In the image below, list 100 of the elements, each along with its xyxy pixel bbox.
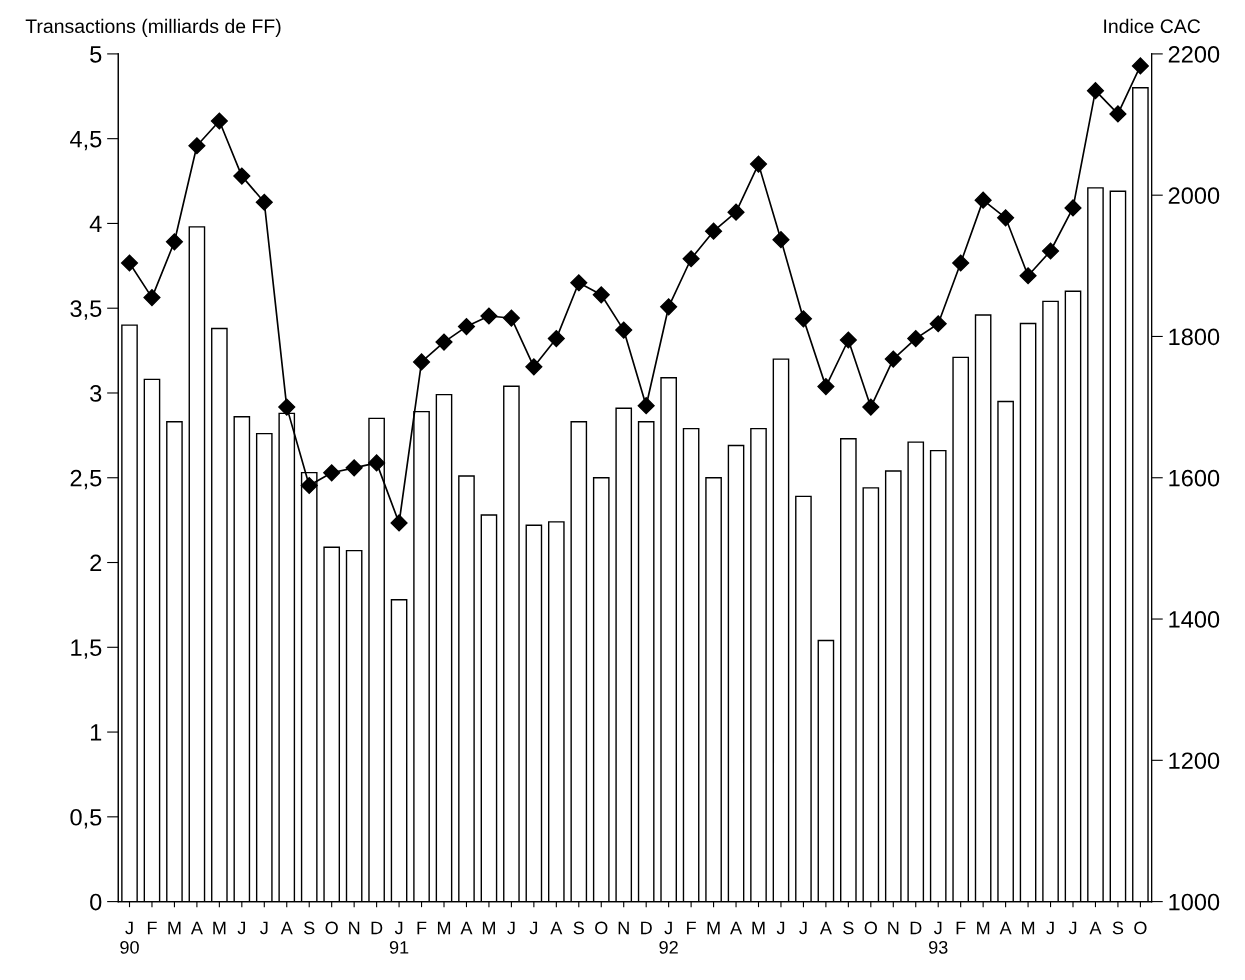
x-tick-label: M <box>168 921 181 935</box>
point <box>772 231 790 249</box>
point <box>525 358 543 376</box>
x-tick-label: J <box>776 921 785 935</box>
point <box>255 193 273 211</box>
point <box>233 167 251 185</box>
point <box>727 203 745 221</box>
point <box>368 454 386 472</box>
x-tick-label: M <box>437 921 451 935</box>
y-axis-title: Transactions (milliards de FF) <box>25 18 281 37</box>
x-tick-label: J 93 <box>929 921 948 954</box>
y2-tick-label: 2200 <box>1168 45 1220 63</box>
point <box>502 309 520 327</box>
x-tick-label: S <box>573 921 584 935</box>
x-tick-label: A <box>550 921 563 935</box>
point <box>839 331 857 349</box>
point <box>435 333 453 351</box>
y-tick-label: 2 <box>90 554 102 572</box>
x-tick-label: M <box>752 921 765 935</box>
x-tick-label: D <box>641 921 652 935</box>
point <box>165 233 183 251</box>
y2-tick-label: 2000 <box>1168 187 1220 204</box>
y-tick-label: 1,5 <box>71 639 102 659</box>
point <box>323 464 341 482</box>
x-tick-label: A <box>190 921 203 935</box>
x-tick-label: A <box>999 921 1012 935</box>
x-tick-label: F <box>147 921 157 935</box>
point <box>907 330 925 348</box>
x-tick-label: N <box>888 921 899 935</box>
point <box>278 398 296 416</box>
point <box>188 137 206 155</box>
y-tick-label: 4,5 <box>70 130 102 151</box>
x-tick-label: S <box>304 921 315 935</box>
point <box>412 353 431 371</box>
x-tick-label: J 92 <box>659 921 678 954</box>
point <box>1041 242 1060 260</box>
point <box>570 274 588 292</box>
point <box>997 209 1015 227</box>
point <box>637 397 655 415</box>
x-tick-label: M <box>707 921 720 935</box>
x-tick-label: S <box>1112 921 1124 935</box>
point <box>794 310 812 328</box>
y-tick-label: 4 <box>89 215 102 232</box>
point <box>300 476 318 495</box>
point <box>682 250 700 268</box>
point <box>884 350 902 368</box>
x-tick-label: F <box>417 921 427 935</box>
point <box>143 289 161 307</box>
x-tick-label: J <box>237 921 245 935</box>
point <box>929 315 947 333</box>
y2-tick-label: 1000 <box>1169 893 1220 911</box>
point <box>592 286 610 304</box>
y2-tick-label: 1200 <box>1169 752 1220 770</box>
y2-tick-label: 1600 <box>1169 469 1220 487</box>
x-tick-label: M <box>977 921 990 935</box>
x-tick-label: A <box>280 921 293 935</box>
x-tick-label: F <box>687 921 696 935</box>
point <box>1019 267 1037 285</box>
x-tick-label: N <box>349 921 360 935</box>
point <box>615 321 633 339</box>
y-tick-label: 0 <box>90 893 102 911</box>
point <box>345 459 363 477</box>
x-tick-label: S <box>843 921 854 935</box>
point <box>547 330 565 348</box>
y-tick-label: 0,5 <box>70 808 102 829</box>
y2-tick-label: 1400 <box>1169 611 1220 628</box>
x-tick-label: M <box>1022 921 1035 935</box>
y-tick-label: 2,5 <box>70 469 102 490</box>
x-tick-label: F <box>956 921 966 935</box>
point <box>390 514 408 532</box>
x-tick-label: J <box>507 921 515 935</box>
x-tick-label: J <box>529 921 538 935</box>
x-tick-label: J 91 <box>389 921 409 954</box>
y-tick-label: 5 <box>90 46 102 63</box>
point <box>1064 199 1082 217</box>
x-tick-label: N <box>618 921 629 935</box>
y-tick-label: 3 <box>90 385 102 402</box>
x-tick-label: J 90 <box>120 921 139 954</box>
x-tick-label: J <box>260 921 268 935</box>
point <box>210 112 228 130</box>
point <box>952 254 970 272</box>
point <box>1109 105 1127 123</box>
point <box>705 222 723 240</box>
x-tick-label: M <box>213 921 226 935</box>
point <box>862 398 880 416</box>
point <box>457 318 476 336</box>
point <box>1086 82 1105 100</box>
x-tick-label: J <box>1068 921 1077 935</box>
y-tick-label: 3,5 <box>70 300 102 320</box>
point <box>660 298 678 316</box>
x-tick-label: D <box>910 921 922 935</box>
point <box>1131 57 1149 75</box>
point <box>120 254 139 272</box>
point <box>480 307 498 325</box>
x-tick-label: O <box>864 921 877 935</box>
y2-axis-title: Indice CAC <box>1104 18 1201 34</box>
x-tick-label: O <box>325 921 338 935</box>
x-tick-label: O <box>595 921 608 935</box>
y2-tick-label: 1800 <box>1169 328 1220 346</box>
x-tick-label: A <box>819 921 832 935</box>
